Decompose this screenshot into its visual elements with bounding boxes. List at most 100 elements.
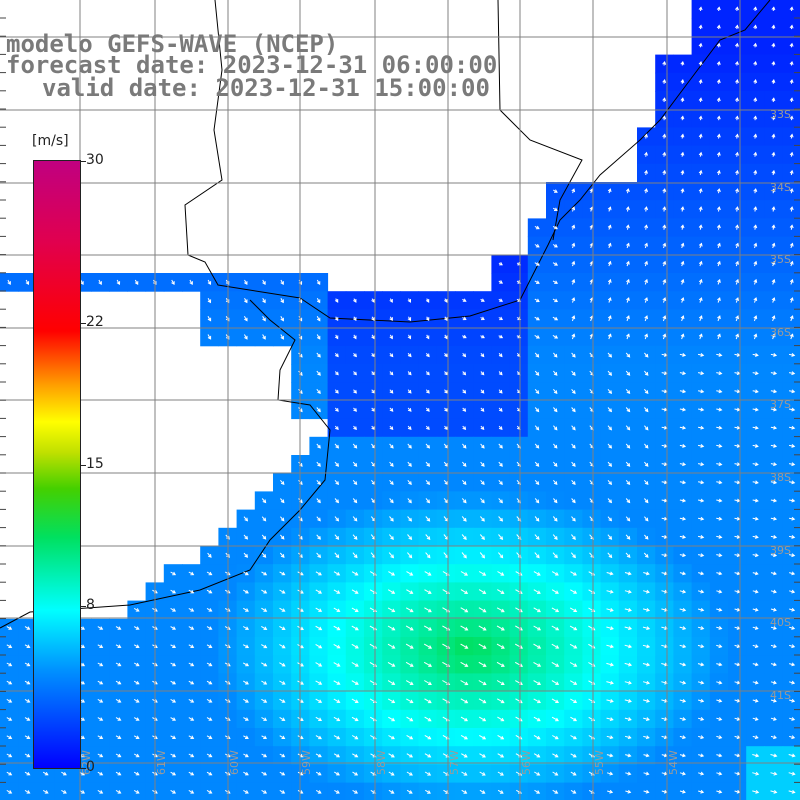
wind-arrow [405,661,414,667]
wind-arrow [279,552,285,558]
wind-arrow [771,260,776,267]
wind-arrow [698,571,705,576]
wind-arrow [770,589,777,594]
wind-arrow [679,789,686,794]
wind-arrow [698,6,703,11]
wind-arrow [316,370,321,376]
wind-arrow [407,371,412,376]
wind-arrow [387,680,396,685]
wind-arrow [644,333,649,340]
wind-arrow [425,534,431,541]
wind-arrow [697,644,705,649]
wind-arrow [6,680,13,685]
wind-arrow [334,352,339,358]
wind-arrow [571,425,576,431]
wind-arrow [261,552,267,558]
wind-arrow [698,297,703,303]
wind-arrow [643,735,650,740]
wind-arrow [625,789,632,794]
wind-arrow [189,279,193,286]
wind-arrow [496,643,505,649]
wind-arrow [280,279,284,286]
wind-arrow [170,753,177,758]
wind-arrow [771,6,776,11]
wind-arrow [716,644,723,649]
wind-arrow [315,643,323,649]
wind-arrow [334,407,339,412]
wind-arrow [552,753,559,758]
wind-arrow [698,480,705,485]
wind-arrow [133,735,140,739]
wind-arrow [498,552,504,559]
wind-arrow [716,480,723,485]
wind-arrow [644,516,649,522]
wind-arrow [244,297,248,304]
wind-arrow [770,389,778,394]
wind-arrow [497,571,505,576]
wind-arrow [261,644,268,649]
wind-arrow [753,97,758,103]
wind-arrow [789,60,794,66]
wind-arrow [698,371,705,376]
longitude-labels: 62W 61W 60W 59W 58W 57W 56W 55W 54W [80,750,680,775]
wind-arrow [388,771,395,776]
wind-arrow [243,680,249,685]
wind-arrow [243,571,249,576]
wind-arrow [133,789,140,794]
wind-arrow [680,151,685,157]
wind-arrow [315,571,322,576]
wind-arrow [478,661,487,667]
wind-arrow [352,461,358,467]
wind-arrow [752,480,759,485]
wind-arrow [424,716,432,722]
wind-arrow [261,771,268,776]
wind-arrow [626,278,630,285]
wind-arrow [407,552,413,559]
wind-arrow [353,352,357,358]
wind-arrow [462,352,467,358]
wind-arrow [424,571,432,576]
wind-arrow [498,534,504,541]
wind-arrow [789,425,796,430]
wind-arrow [716,79,721,84]
latitude-label: 33S [770,108,791,121]
wind-arrow [460,571,469,576]
wind-arrow [607,789,614,794]
coastline-south [0,299,331,629]
wind-arrow [698,206,703,212]
wind-arrow [606,626,614,631]
wind-arrow [716,42,721,48]
wind-arrow [243,552,249,558]
wind-arrow [480,298,485,302]
wind-arrow [261,698,268,703]
wind-arrow [662,206,667,212]
wind-arrow [444,298,448,303]
wind-arrow [389,352,394,358]
wind-arrow [716,169,721,176]
wind-arrow [315,753,322,758]
colorbar-tick-mark [80,606,86,608]
wind-arrow [735,206,740,212]
wind-arrow [571,443,576,449]
wind-arrow [353,371,357,376]
wind-arrow [316,516,321,522]
wind-arrow [496,607,505,613]
wind-arrow [261,753,268,758]
wind-arrow [552,262,559,266]
wind-arrow [606,589,614,594]
wind-arrow [534,352,540,358]
wind-arrow [279,680,286,685]
wind-arrow [243,771,249,776]
wind-arrow [423,643,433,649]
wind-arrow [716,571,723,576]
wind-arrow [389,389,394,394]
wind-arrow [334,498,340,504]
wind-arrow [770,425,778,430]
wind-arrow [770,462,778,467]
wind-arrow [279,644,286,649]
wind-arrow [643,753,650,758]
wind-arrow [533,625,542,631]
wind-arrow [716,389,723,394]
